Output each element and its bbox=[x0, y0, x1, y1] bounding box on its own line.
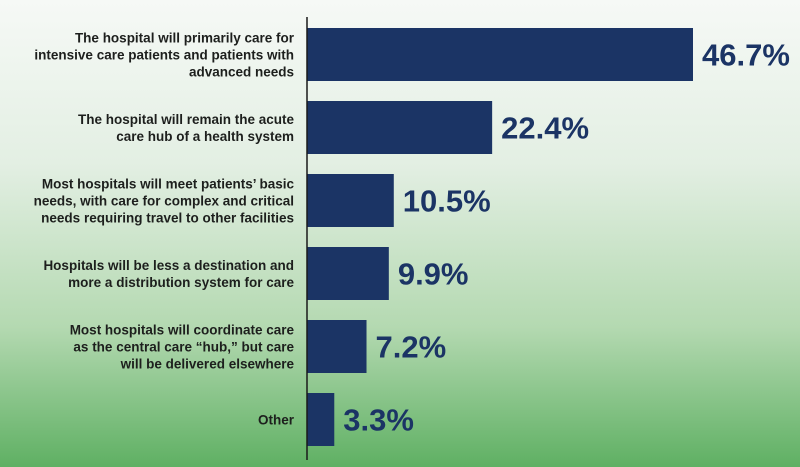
category-label-3-line-2: needs, with care for complex and critica… bbox=[34, 194, 294, 209]
bar-5 bbox=[307, 320, 367, 373]
value-label-5: 7.2% bbox=[376, 330, 447, 365]
category-label-1-line-3: advanced needs bbox=[189, 65, 294, 80]
value-label-2: 22.4% bbox=[501, 111, 589, 146]
category-label-5-line-2: as the central care “hub,” but care bbox=[73, 340, 294, 355]
category-label-4: Hospitals will be less a destination and… bbox=[43, 258, 294, 290]
category-label-6-line-1: Other bbox=[258, 413, 295, 428]
category-label-4-line-2: more a distribution system for care bbox=[68, 275, 294, 290]
bar-2 bbox=[307, 101, 493, 154]
category-label-1-line-1: The hospital will primarily care for bbox=[75, 31, 295, 46]
value-label-4: 9.9% bbox=[398, 257, 469, 292]
category-label-2-line-1: The hospital will remain the acute bbox=[78, 112, 295, 127]
category-label-1-line-2: intensive care patients and patients wit… bbox=[34, 48, 294, 63]
value-label-6: 3.3% bbox=[343, 403, 414, 438]
category-label-5-line-3: will be delivered elsewhere bbox=[120, 357, 295, 372]
category-label-5-line-1: Most hospitals will coordinate care bbox=[70, 323, 295, 338]
category-label-2-line-2: care hub of a health system bbox=[116, 129, 294, 144]
category-label-3-line-3: needs requiring travel to other faciliti… bbox=[41, 211, 294, 226]
bar-1 bbox=[307, 28, 693, 81]
category-label-2: The hospital will remain the acute care h… bbox=[78, 112, 295, 144]
category-label-6: Other bbox=[258, 413, 295, 428]
bar-4 bbox=[307, 247, 389, 300]
category-label-4-line-1: Hospitals will be less a destination and bbox=[43, 258, 294, 273]
bar-3 bbox=[307, 174, 394, 227]
category-label-3-line-1: Most hospitals will meet patients’ basic bbox=[42, 177, 295, 192]
category-label-3: Most hospitals will meet patients’ basic… bbox=[34, 177, 295, 226]
value-label-1: 46.7% bbox=[702, 38, 790, 73]
value-label-3: 10.5% bbox=[403, 184, 491, 219]
category-label-1: The hospital will primarily care for inte… bbox=[34, 31, 294, 80]
bar-6 bbox=[307, 393, 335, 446]
category-label-5: Most hospitals will coordinate care as th… bbox=[70, 323, 295, 372]
